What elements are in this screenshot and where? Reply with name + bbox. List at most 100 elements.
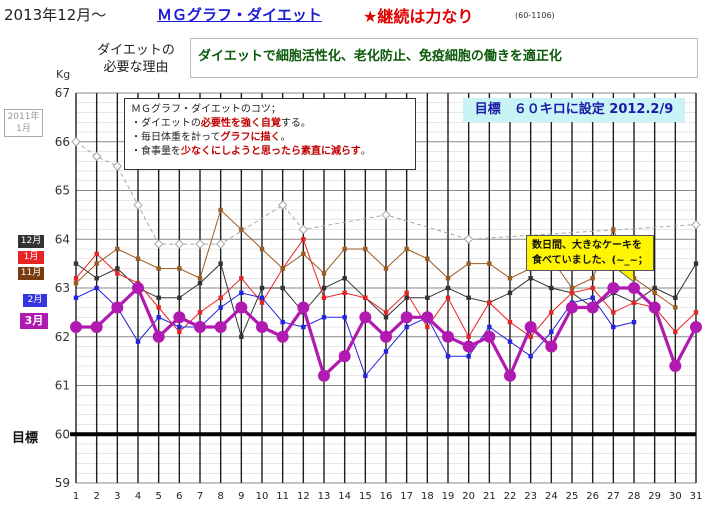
x-tick-label: 4 [135, 491, 141, 502]
point-mar [649, 302, 661, 314]
point-feb [590, 296, 594, 300]
point-mar [380, 331, 392, 343]
point-jan [239, 276, 243, 280]
point-mar [566, 302, 578, 314]
point-jan [466, 335, 470, 339]
reason-box: ダイエットで細胞活性化、老化防止、免疫細胞の働きを適正化 [190, 38, 698, 78]
point-y2011 [465, 235, 473, 243]
point-feb [94, 286, 98, 290]
x-tick-label: 28 [628, 491, 641, 502]
x-tick-label: 19 [442, 491, 455, 502]
point-jan [322, 296, 326, 300]
legend-february: 2月 [23, 294, 47, 307]
point-mar [359, 311, 371, 323]
tips-box: ＭＧグラフ・ダイエットのコツ； ・ダイエットの必要性を強く自覚する。 ・毎日体重… [124, 98, 416, 170]
point-mar [545, 341, 557, 353]
point-y2011 [72, 138, 80, 146]
point-nov [198, 276, 202, 280]
point-mar [442, 331, 454, 343]
point-jan [446, 296, 450, 300]
point-dec [466, 296, 470, 300]
point-y2011 [299, 226, 307, 234]
x-tick-label: 25 [566, 491, 579, 502]
point-feb [342, 315, 346, 319]
point-dec [694, 261, 698, 265]
point-y2011 [113, 162, 121, 170]
point-jan [198, 310, 202, 314]
y-tick-label: 67 [55, 86, 70, 100]
point-dec [280, 286, 284, 290]
point-mar [153, 331, 165, 343]
y-tick-label: 60 [55, 427, 70, 441]
point-nov [301, 252, 305, 256]
point-y2011 [692, 221, 700, 229]
point-nov [508, 276, 512, 280]
point-y2011 [93, 152, 101, 160]
x-tick-label: 30 [669, 491, 682, 502]
point-jan [487, 300, 491, 304]
point-nov [590, 276, 594, 280]
point-y2011 [134, 201, 142, 209]
goal-label: 目標 [12, 427, 38, 446]
point-feb [136, 339, 140, 343]
point-dec [239, 335, 243, 339]
point-mar [194, 321, 206, 333]
x-tick-label: 24 [545, 491, 558, 502]
point-mar [277, 331, 289, 343]
tips-line-2: ・毎日体重を計ってグラフに描く。 [131, 131, 409, 145]
point-feb [466, 354, 470, 358]
point-nov [342, 247, 346, 251]
point-mar [690, 321, 702, 333]
x-tick-label: 9 [238, 491, 244, 502]
point-dec [260, 286, 264, 290]
point-jan [508, 320, 512, 324]
x-tick-label: 16 [380, 491, 393, 502]
point-feb [239, 291, 243, 295]
point-jan [673, 330, 677, 334]
point-dec [156, 296, 160, 300]
point-jan [632, 300, 636, 304]
point-jan [549, 310, 553, 314]
point-nov [115, 247, 119, 251]
point-jan [694, 310, 698, 314]
point-dec [549, 286, 553, 290]
x-tick-label: 5 [155, 491, 161, 502]
legend-january: 1月 [18, 251, 44, 264]
date-heading: 2013年12月〜 [4, 4, 106, 25]
x-tick-label: 18 [421, 491, 434, 502]
point-feb [74, 296, 78, 300]
point-dec [652, 286, 656, 290]
point-nov [363, 247, 367, 251]
legend-november: 11月 [18, 267, 44, 280]
point-jan [611, 310, 615, 314]
x-tick-label: 7 [197, 491, 203, 502]
point-feb [446, 354, 450, 358]
x-tick-label: 29 [648, 491, 661, 502]
point-dec [342, 276, 346, 280]
point-feb [260, 296, 264, 300]
reason-label-line1: ダイエットの [84, 42, 188, 59]
point-dec [425, 296, 429, 300]
x-tick-label: 17 [400, 491, 413, 502]
reason-label-line2: 必要な理由 [84, 59, 188, 76]
point-mar [256, 321, 268, 333]
x-tick-label: 27 [607, 491, 620, 502]
y-tick-label: 66 [55, 135, 70, 149]
point-mar [483, 331, 495, 343]
point-dec [446, 286, 450, 290]
point-jan [301, 237, 305, 241]
x-tick-label: 21 [483, 491, 496, 502]
x-tick-label: 2 [93, 491, 99, 502]
point-mar [669, 360, 681, 372]
point-mar [215, 321, 227, 333]
point-nov [322, 271, 326, 275]
point-dec [384, 315, 388, 319]
point-nov [280, 266, 284, 270]
motto: ★継続は力なり [363, 3, 473, 27]
x-tick-label: 6 [176, 491, 182, 502]
point-mar [421, 311, 433, 323]
point-y2011 [196, 240, 204, 248]
point-feb [156, 315, 160, 319]
chart-title-link[interactable]: ＭＧグラフ・ダイエット [157, 4, 322, 25]
point-jan [528, 335, 532, 339]
